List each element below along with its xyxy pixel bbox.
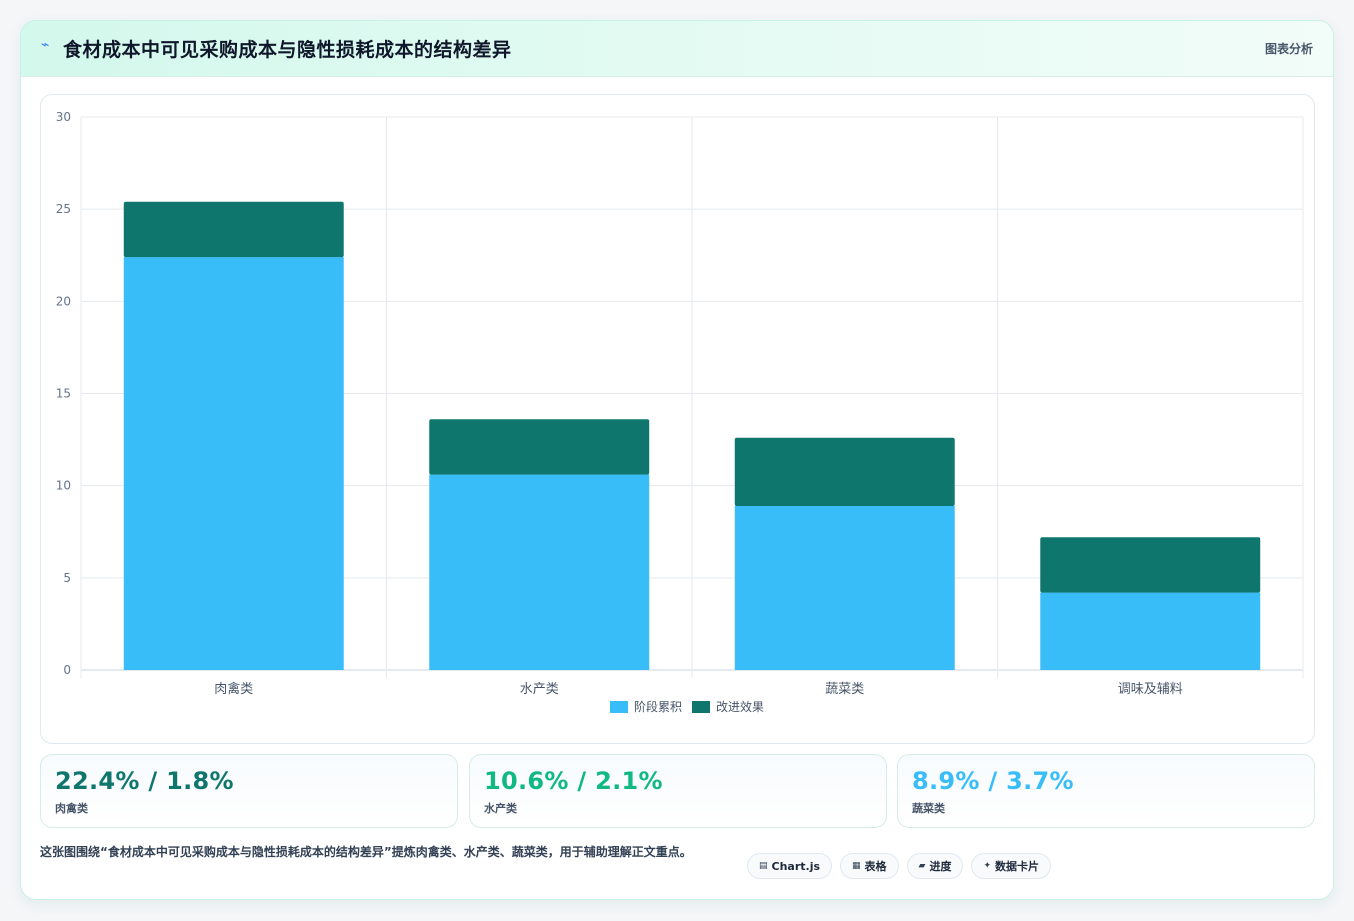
bar-segment-2 xyxy=(1040,537,1261,593)
bar-segment-1 xyxy=(123,257,344,670)
bar-segment-1 xyxy=(1040,592,1261,670)
chip-data-card[interactable]: ✦ 数据卡片 xyxy=(971,853,1052,879)
chart-icon: ▤ xyxy=(759,861,768,871)
bar-segment-1 xyxy=(429,474,650,670)
sparkline-icon: ⌁ xyxy=(41,37,50,53)
legend-label: 改进效果 xyxy=(716,699,764,714)
legend-swatch xyxy=(692,701,710,713)
bar-segment-1 xyxy=(734,505,955,670)
kpi-card-1: 22.4% / 1.8% 肉禽类 xyxy=(40,754,458,828)
bar-segment-2 xyxy=(429,419,650,475)
chip-chartjs[interactable]: ▤ Chart.js xyxy=(747,853,833,879)
sparkle-icon: ✦ xyxy=(983,861,992,871)
legend-label: 阶段累积 xyxy=(634,699,682,714)
chip-table[interactable]: ▦ 表格 xyxy=(840,853,899,879)
y-tick-label: 25 xyxy=(56,202,71,216)
feature-chips: ▤ Chart.js ▦ 表格 ▰ 进度 ✦ 数据卡片 xyxy=(747,853,1052,879)
y-tick-label: 10 xyxy=(56,479,71,493)
kpi-label-2: 水产类 xyxy=(484,802,517,815)
chip-progress[interactable]: ▰ 进度 xyxy=(906,853,964,879)
legend-swatch xyxy=(610,701,628,713)
y-tick-label: 30 xyxy=(56,110,71,124)
bar-segment-2 xyxy=(734,437,955,506)
chart-panel: 0 5 10 15 20 25 30 肉禽类 水产类 蔬菜类 调味及辅料阶段累积 改进效果 xyxy=(40,94,1315,744)
chip-label: 表格 xyxy=(864,860,887,873)
x-tick-label: 蔬菜类 xyxy=(825,682,864,697)
kpi-value-3: 8.9% / 3.7% xyxy=(912,767,1074,795)
chip-label: 数据卡片 xyxy=(995,860,1040,873)
table-icon: ▦ xyxy=(852,861,861,871)
kpi-card-3: 8.9% / 3.7% 蔬菜类 xyxy=(897,754,1315,828)
x-tick-label: 调味及辅料 xyxy=(1118,682,1183,697)
y-tick-label: 5 xyxy=(63,571,71,585)
y-tick-label: 15 xyxy=(56,387,71,401)
kpi-label-3: 蔬菜类 xyxy=(912,802,945,815)
chart-analysis-tag: 图表分析 xyxy=(1264,42,1313,56)
kpi-value-2: 10.6% / 2.1% xyxy=(484,767,663,795)
kpi-card-2: 10.6% / 2.1% 水产类 xyxy=(469,754,887,828)
x-tick-label: 水产类 xyxy=(520,682,559,697)
chip-label: Chart.js xyxy=(771,859,821,873)
y-tick-label: 0 xyxy=(63,663,71,677)
kpi-value-1: 22.4% / 1.8% xyxy=(55,767,234,795)
chip-label: 进度 xyxy=(929,860,952,873)
y-tick-label: 20 xyxy=(56,294,71,308)
chart-description: 这张图围绕“食材成本中可见采购成本与隐性损耗成本的结构差异”提炼肉禽类、水产类、… xyxy=(40,845,692,859)
card-header: ⌁ 食材成本中可见采购成本与隐性损耗成本的结构差异 图表分析 xyxy=(21,21,1333,77)
chart-title: 食材成本中可见采购成本与隐性损耗成本的结构差异 xyxy=(63,39,512,61)
bar-segment-2 xyxy=(123,201,344,258)
progress-icon: ▰ xyxy=(918,861,926,871)
x-tick-label: 肉禽类 xyxy=(214,681,253,697)
chart-card: ⌁ 食材成本中可见采购成本与隐性损耗成本的结构差异 图表分析 0 5 10 15 20 2… xyxy=(20,20,1334,900)
kpi-label-1: 肉禽类 xyxy=(55,802,88,815)
